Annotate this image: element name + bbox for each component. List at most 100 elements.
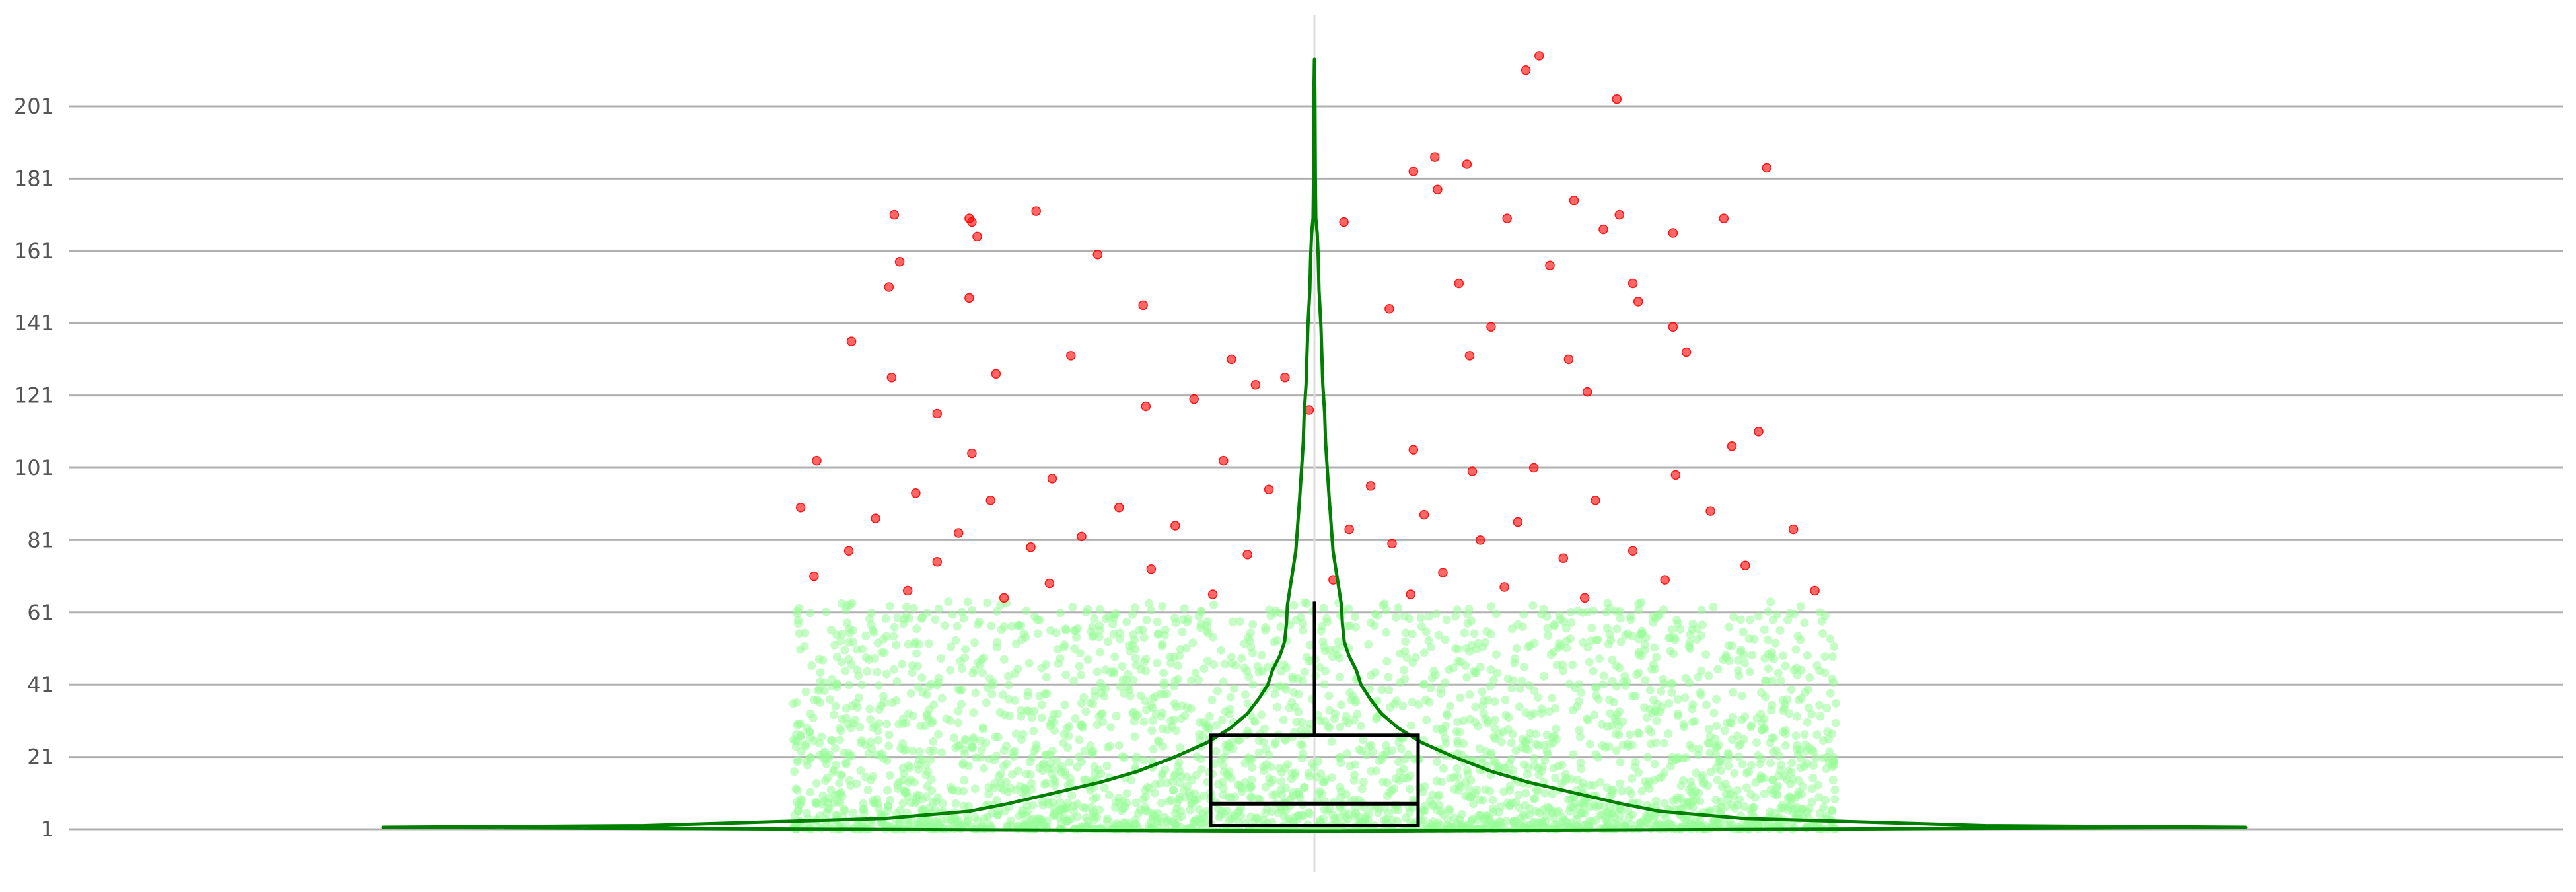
inlier-point (1092, 667, 1102, 677)
inlier-point (1776, 677, 1785, 685)
inlier-point (908, 668, 917, 677)
y-tick-label: 21 (27, 745, 54, 770)
inlier-point (1174, 795, 1184, 804)
inlier-point (1698, 620, 1707, 630)
inlier-point (1673, 753, 1682, 762)
inlier-point (878, 634, 888, 644)
inlier-point (1088, 699, 1097, 708)
inlier-point (960, 653, 970, 663)
inlier-point (1139, 633, 1149, 642)
inlier-point (982, 698, 991, 708)
inlier-point (1213, 687, 1222, 696)
inlier-point (1634, 668, 1643, 677)
inlier-point (1456, 693, 1465, 702)
inlier-point (992, 643, 1001, 652)
outlier-point (1681, 347, 1692, 357)
inlier-point (1302, 653, 1311, 661)
inlier-point (1709, 708, 1719, 718)
inlier-point (885, 601, 894, 611)
inlier-point (1551, 704, 1560, 713)
inlier-point (1094, 712, 1104, 721)
inlier-point (1637, 630, 1646, 638)
inlier-point (1701, 650, 1711, 659)
inlier-point (1335, 754, 1344, 763)
inlier-point (1166, 652, 1174, 661)
outlier-point (932, 408, 943, 419)
inlier-point (1004, 681, 1013, 690)
inlier-point (1540, 756, 1550, 765)
inlier-point (1438, 810, 1447, 819)
outlier-point (1387, 539, 1397, 549)
inlier-point (1219, 677, 1228, 687)
inlier-point (976, 736, 985, 745)
inlier-point (1803, 759, 1812, 768)
inlier-point (898, 799, 908, 808)
inlier-point (1316, 769, 1326, 778)
inlier-point (1733, 786, 1742, 795)
inlier-point (1821, 796, 1830, 805)
inlier-point (1593, 635, 1602, 644)
inlier-point (1509, 819, 1519, 828)
inlier-point (1805, 673, 1814, 682)
inlier-point (1560, 776, 1569, 785)
inlier-point (1103, 743, 1112, 752)
inlier-point (1088, 622, 1097, 632)
inlier-point (1375, 757, 1384, 766)
inlier-point (841, 666, 850, 675)
inlier-point (1205, 712, 1214, 721)
inlier-point (978, 745, 987, 755)
inlier-point (1118, 675, 1127, 685)
inlier-point (1757, 725, 1766, 735)
inlier-point (1608, 677, 1617, 686)
inlier-point (1065, 722, 1074, 731)
inlier-point (1077, 671, 1085, 680)
inlier-point (1464, 784, 1474, 794)
inlier-point (873, 727, 882, 735)
inlier-point (858, 644, 867, 653)
inlier-point (1670, 635, 1680, 644)
inlier-point (1501, 695, 1510, 704)
inlier-point (806, 709, 815, 718)
inlier-point (1610, 714, 1620, 723)
inlier-point (952, 622, 962, 631)
inlier-point (830, 640, 840, 650)
inlier-point (1081, 813, 1091, 822)
inlier-point (1577, 764, 1586, 774)
inlier-point (1399, 764, 1408, 774)
inlier-point (1230, 811, 1238, 820)
inlier-point (1089, 747, 1098, 756)
inlier-point (1490, 697, 1499, 706)
inlier-point (931, 615, 940, 624)
inlier-point (1648, 708, 1657, 718)
inlier-point (1351, 613, 1360, 622)
inlier-point (1803, 718, 1812, 727)
outlier-point (795, 502, 806, 513)
inlier-point (1766, 759, 1775, 768)
inlier-point (1554, 807, 1563, 816)
inlier-point (906, 763, 915, 772)
inlier-point (1046, 759, 1055, 768)
inlier-point (888, 698, 897, 707)
inlier-point (1715, 757, 1725, 766)
inlier-point (1455, 727, 1464, 737)
inlier-point (1103, 814, 1112, 823)
inlier-point (1323, 806, 1332, 815)
inlier-point (1645, 685, 1655, 694)
inlier-point (871, 653, 879, 663)
inlier-point (1769, 615, 1777, 624)
inlier-point (976, 753, 985, 762)
inlier-point (1520, 663, 1529, 671)
outlier-point (1705, 506, 1715, 516)
inlier-point (1194, 805, 1203, 814)
inlier-point (1403, 774, 1412, 783)
inlier-point (1442, 615, 1451, 624)
inlier-point (1694, 788, 1703, 798)
inlier-point (1725, 641, 1733, 650)
inlier-point (1219, 761, 1228, 770)
inlier-point (1078, 723, 1087, 732)
inlier-point (874, 681, 883, 690)
inlier-point (1420, 782, 1429, 791)
y-tick-label: 141 (14, 311, 54, 336)
inlier-point (909, 603, 918, 613)
